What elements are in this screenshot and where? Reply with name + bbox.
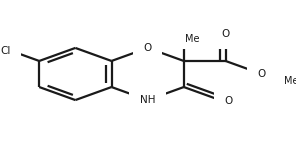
Text: Me: Me bbox=[185, 34, 200, 45]
Text: Me: Me bbox=[284, 76, 296, 86]
Text: O: O bbox=[225, 96, 233, 106]
Text: Cl: Cl bbox=[0, 46, 11, 56]
Text: O: O bbox=[258, 69, 266, 79]
Text: NH: NH bbox=[140, 95, 155, 105]
Text: O: O bbox=[144, 43, 152, 53]
Text: O: O bbox=[221, 29, 230, 38]
